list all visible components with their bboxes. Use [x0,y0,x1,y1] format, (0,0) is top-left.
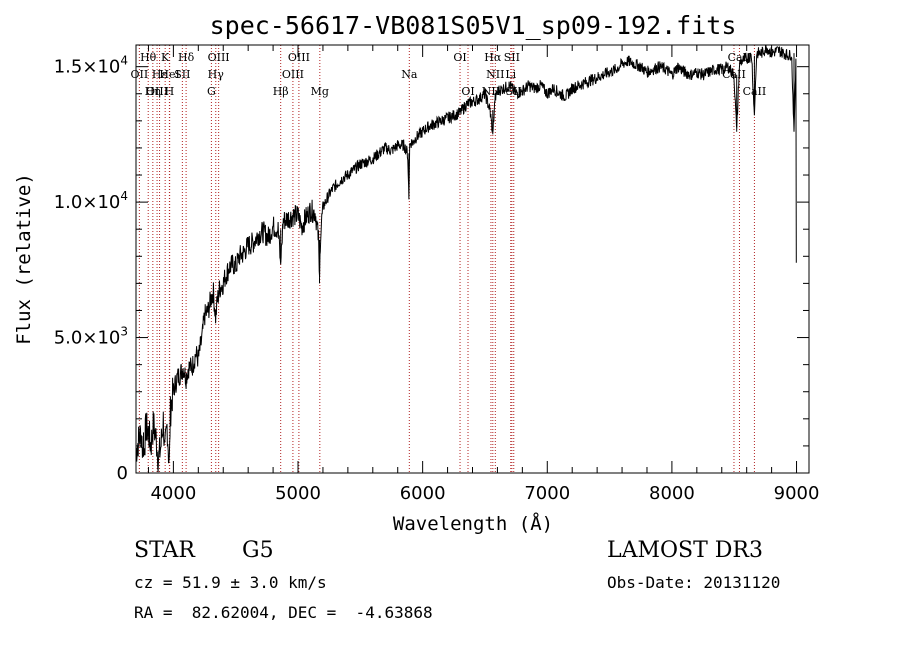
line-label-13: Hγ [208,68,225,81]
line-label-24: Mg [311,85,329,98]
x-axis-ticks: 4000 5000 6000 7000 8000 9000 [147,45,820,504]
line-label-20: Hη [145,85,161,98]
line-label-4: OIII [288,51,310,64]
line-label-9: OII [131,68,149,81]
x-tick-label-2: 6000 [400,483,446,504]
obs-date: Obs-Date: 20131120 [607,573,781,592]
redshift-value: cz = 51.9 ± 3.0 km/s [134,573,327,592]
y-tick-label-1: 5.0×103 [54,325,128,349]
line-label-23: Hβ [273,85,289,98]
x-axis-label: Wavelength (Å) [393,512,553,535]
x-tick-label-0: 4000 [150,483,196,504]
line-label-15: Na [401,68,418,81]
line-label-2: Hδ [178,51,195,64]
y-axis-label: Flux (relative) [13,173,35,345]
line-label-16: NII [486,68,504,81]
survey-name: LAMOST DR3 [607,538,763,563]
line-label-7: SII [504,51,520,64]
line-label-0: Hθ [140,51,157,64]
y-tick-label-0: 0 [117,463,128,484]
object-class: STAR [134,538,195,563]
line-label-22: G [207,85,216,98]
line-label-6: Hα [484,51,502,64]
line-label-14: OIII [282,68,304,81]
y-axis-ticks: 0 5.0×103 1.0×104 1.5×104 [54,54,809,484]
line-label-11: HeI [159,68,179,81]
x-tick-label-5: 9000 [774,483,820,504]
line-label-21: H [165,85,175,98]
y-tick-label-2: 1.0×104 [54,189,128,213]
line-label-12: SII [174,68,190,81]
line-label-1: K [161,51,170,64]
y-tick-label-3: 1.5×104 [54,54,128,78]
chart-title: spec-56617-VB081S05V1_sp09-192.fits [210,11,737,40]
line-label-5: OI [453,51,466,64]
line-label-25: OI [461,85,474,98]
spectrum-line [135,44,797,473]
x-tick-label-3: 7000 [524,483,570,504]
x-tick-label-1: 5000 [275,483,321,504]
coordinates: RA = 82.62004, DEC = -4.63868 [134,603,433,622]
line-label-17: Li [505,68,516,81]
line-label-3: OIII [208,51,230,64]
line-label-10: Hε [152,68,168,81]
line-label-19: OIII [146,85,168,98]
object-subclass: G5 [242,538,274,563]
x-tick-label-4: 8000 [649,483,695,504]
